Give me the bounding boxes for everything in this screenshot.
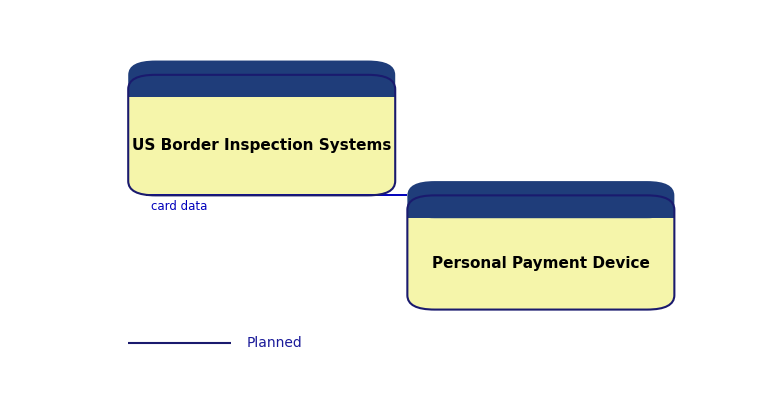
FancyBboxPatch shape xyxy=(407,195,674,309)
Text: card data: card data xyxy=(151,200,207,213)
Text: US Border Inspection Systems: US Border Inspection Systems xyxy=(132,138,391,153)
Text: Personal Payment Device: Personal Payment Device xyxy=(432,256,650,272)
FancyBboxPatch shape xyxy=(128,86,395,96)
FancyBboxPatch shape xyxy=(128,61,395,96)
FancyBboxPatch shape xyxy=(407,181,674,218)
FancyBboxPatch shape xyxy=(128,75,395,195)
Text: Planned: Planned xyxy=(247,336,302,350)
FancyBboxPatch shape xyxy=(407,207,674,218)
